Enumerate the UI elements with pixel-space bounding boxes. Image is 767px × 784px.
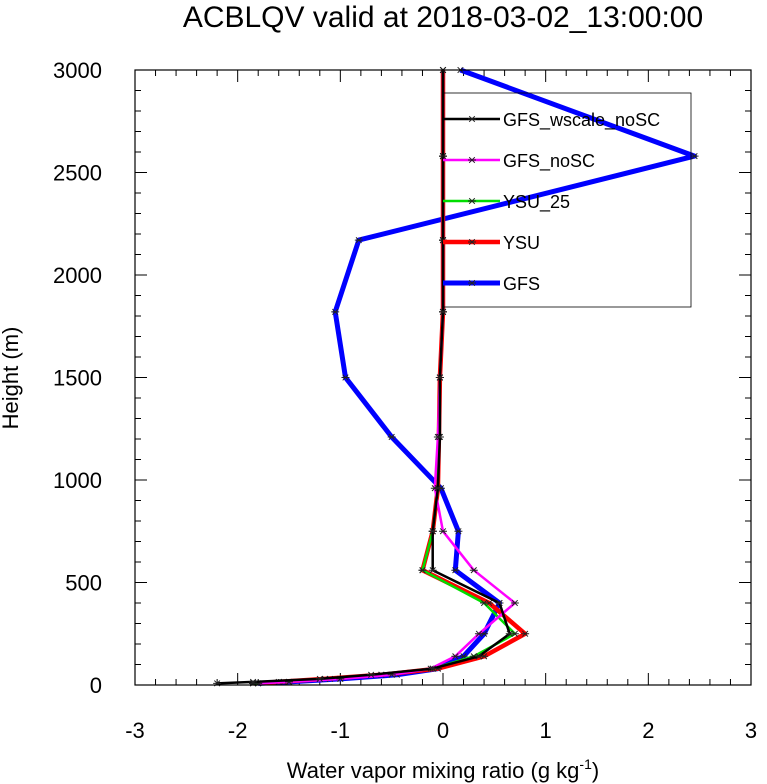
- gfs-point: [454, 528, 463, 535]
- legend-label: YSU_25: [503, 192, 570, 213]
- legend-label: GFS: [503, 274, 540, 294]
- gfs-point: [354, 236, 363, 244]
- y-axis-label: Height (m): [0, 327, 23, 430]
- y-tick-label: 1500: [53, 366, 102, 391]
- x-tick-label: 1: [540, 718, 552, 743]
- x-tick-label: 0: [437, 718, 449, 743]
- gfs-wscale-nosc-point: [495, 599, 504, 607]
- legend-marker: [468, 238, 476, 246]
- legend-label: YSU: [503, 233, 540, 253]
- y-tick-label: 2500: [53, 161, 102, 186]
- legend-item-gfs-nosc: GFS_noSC: [443, 151, 595, 172]
- y-tick-label: 1000: [53, 468, 102, 493]
- legend-item-ysu: YSU: [443, 233, 540, 253]
- gfs-point: [387, 433, 396, 441]
- gfs-wscale-nosc-point: [435, 433, 444, 441]
- gfs-nosc-point: [469, 567, 478, 574]
- gfs-nosc-point: [510, 599, 519, 607]
- legend-marker: [468, 197, 476, 205]
- gfs-wscale-nosc-point: [428, 567, 437, 574]
- legend-marker: [468, 279, 476, 287]
- x-tick-label: -3: [125, 718, 145, 743]
- ysu-point: [521, 630, 530, 637]
- gfs-nosc-point: [451, 653, 460, 660]
- y-tick-label: 0: [90, 673, 102, 698]
- legend-label: GFS_wscale_noSC: [503, 110, 660, 131]
- gfs-nosc-point: [474, 630, 483, 637]
- legend-marker: [468, 115, 476, 123]
- gfs-wscale-nosc-point: [249, 678, 258, 686]
- y-tick-label: 500: [65, 571, 102, 596]
- gfs-wscale-nosc-point: [474, 653, 483, 660]
- y-tick-label: 3000: [53, 58, 102, 83]
- gfs-point: [690, 152, 699, 160]
- ysu-25-point: [418, 567, 427, 574]
- legend-item-gfs: GFS: [443, 274, 540, 294]
- ysu-25-point: [480, 599, 489, 607]
- x-tick-label: -2: [228, 718, 248, 743]
- legend-item-ysu-25: YSU_25: [443, 192, 570, 213]
- legend-marker: [468, 156, 476, 164]
- gfs-point: [341, 374, 350, 381]
- legend: GFS_wscale_noSC GFS_noSC YSU_25 YSU GFS: [442, 92, 692, 308]
- x-tick-labels: -3 -2 -1 0 1 2 3: [125, 718, 757, 743]
- x-tick-label: 3: [745, 718, 757, 743]
- gfs-wscale-nosc-point: [428, 528, 437, 535]
- gfs-wscale-nosc-point: [439, 308, 447, 316]
- x-tick-label: 2: [642, 718, 654, 743]
- x-axis-label-close: ): [592, 758, 599, 783]
- legend-label: GFS_noSC: [503, 151, 595, 172]
- gfs-wscale-nosc-point: [435, 374, 444, 381]
- x-axis-label-main: Water vapor mixing ratio (g kg: [287, 758, 580, 783]
- gfs-point: [451, 567, 460, 574]
- gfs-wscale-nosc-point: [433, 485, 442, 492]
- gfs-wscale-nosc-point: [367, 671, 376, 678]
- gfs-wscale-nosc-point: [428, 665, 437, 672]
- chart-title: ACBLQV valid at 2018-03-02_13:00:00: [183, 1, 703, 34]
- plot-frame: [134, 69, 752, 686]
- legend-item-gfs-wscale-nosc: GFS_wscale_noSC: [443, 110, 660, 131]
- gfs-wscale-nosc-point: [315, 675, 324, 683]
- x-axis-label-exponent: -1: [579, 756, 592, 772]
- y-tick-label: 2000: [53, 263, 102, 288]
- x-axis-label: Water vapor mixing ratio (g kg-1): [287, 756, 599, 783]
- gfs-wscale-nosc-point: [505, 630, 514, 637]
- gfs-point: [331, 308, 340, 316]
- x-tick-label: -1: [331, 718, 351, 743]
- y-tick-labels: 0 500 1000 1500 2000 2500 3000: [53, 58, 102, 698]
- gfs-nosc-point: [439, 528, 447, 535]
